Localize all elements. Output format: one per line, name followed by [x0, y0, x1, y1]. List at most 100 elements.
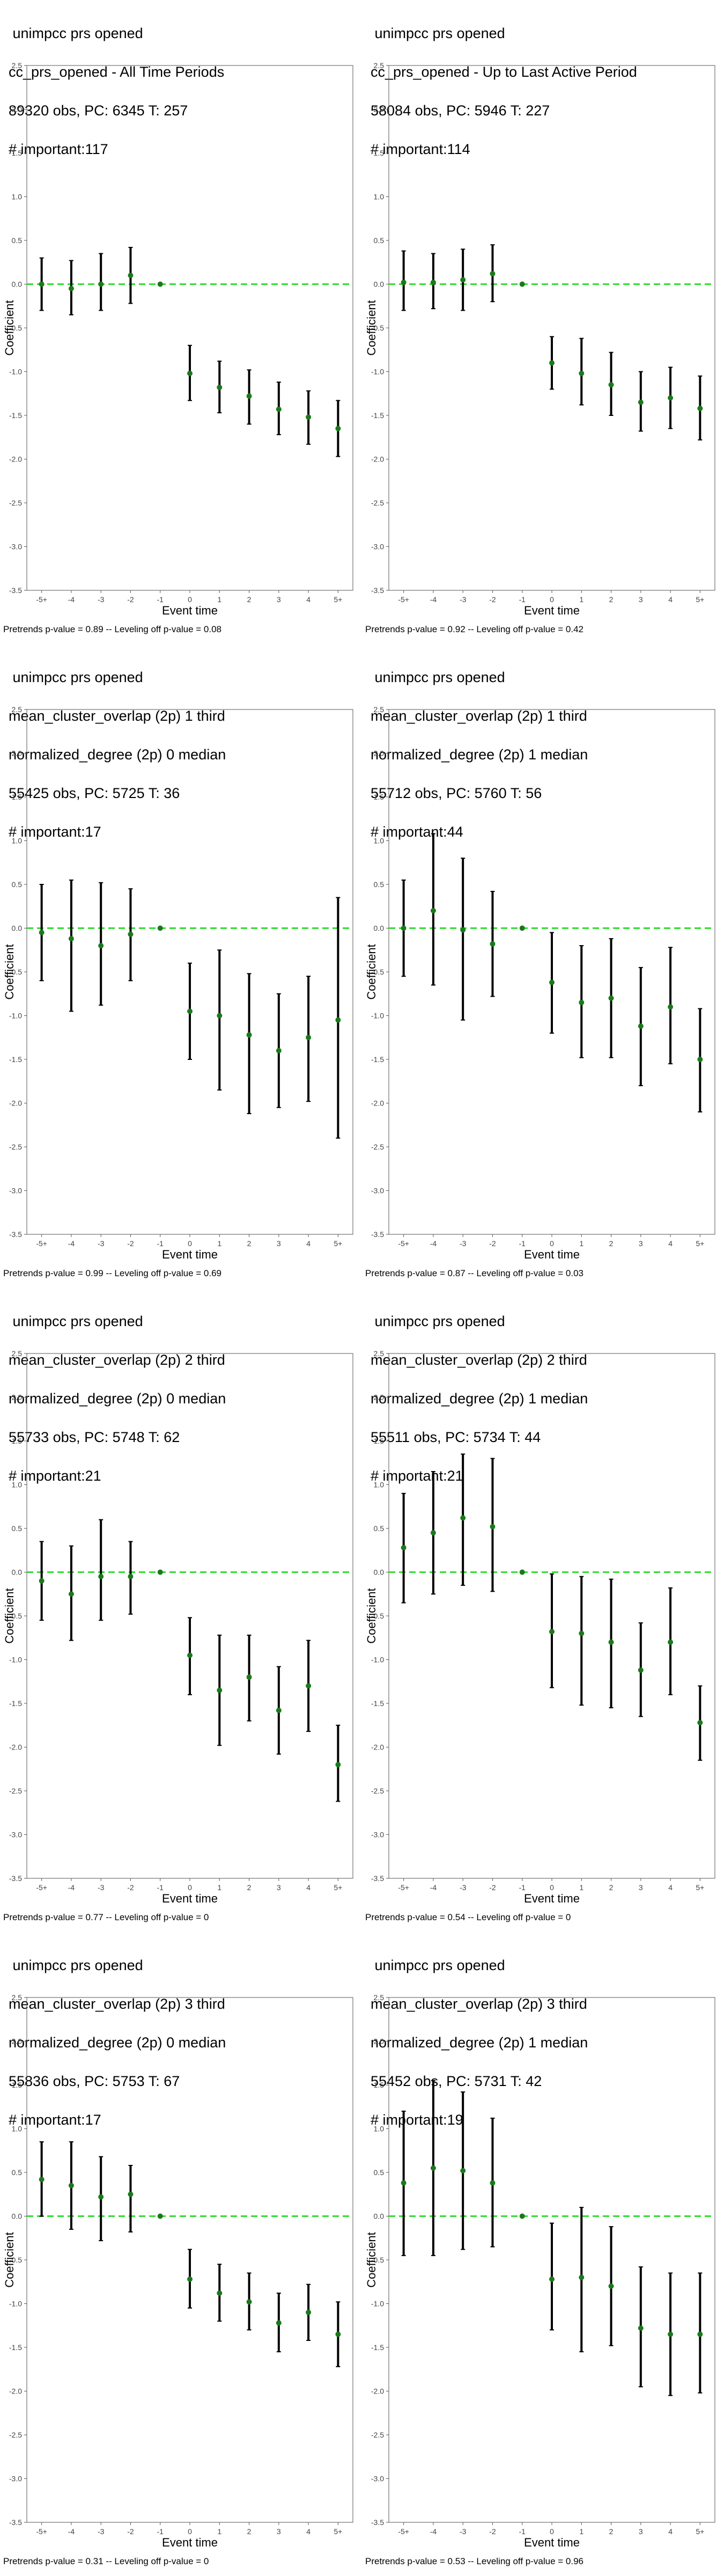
data-point — [697, 1057, 703, 1062]
y-tick-label: -1.0 — [9, 2300, 22, 2308]
data-point — [157, 1569, 163, 1575]
plot-frame — [26, 65, 353, 591]
y-tick-label: -1.0 — [371, 2300, 384, 2308]
chart-panel-7: unimpcc prs opened mean_cluster_overlap … — [0, 1932, 354, 2576]
x-tick-label: -5+ — [398, 2527, 409, 2536]
title-line: unimpcc prs opened — [9, 1957, 143, 1973]
title-line: cc_prs_opened - Up to Last Active Period — [371, 64, 637, 80]
y-tick-label: 2.0 — [12, 1393, 23, 1402]
data-point — [157, 925, 163, 931]
data-point — [430, 280, 436, 286]
chart-panel-5: unimpcc prs opened mean_cluster_overlap … — [0, 1288, 354, 1932]
y-tick-label: 0.0 — [12, 2212, 23, 2221]
x-axis-label: Event time — [162, 604, 218, 617]
x-tick-label: 1 — [579, 1883, 583, 1892]
data-point — [68, 286, 74, 291]
x-tick-label: -2 — [489, 2527, 496, 2536]
x-tick-label: 4 — [668, 595, 673, 604]
x-tick-label: -4 — [430, 595, 437, 604]
y-axis-label: Coefficient — [365, 2232, 378, 2288]
y-tick-label: -1.0 — [9, 1656, 22, 1664]
data-point — [39, 281, 45, 287]
x-tick-label: 2 — [247, 2527, 252, 2536]
y-tick-label: 2.5 — [374, 1349, 385, 1358]
y-tick-label: 1.5 — [12, 2081, 23, 2089]
data-point — [668, 1639, 674, 1645]
data-point — [430, 2165, 436, 2171]
x-tick-label: 3 — [277, 2527, 281, 2536]
x-tick-label: 4 — [306, 1883, 311, 1892]
y-tick-label: -3.0 — [9, 2475, 22, 2483]
x-tick-label: 3 — [639, 1239, 643, 1248]
title-line: 55452 obs, PC: 5731 T: 42 — [371, 2073, 542, 2089]
chart-panel-4: unimpcc prs opened mean_cluster_overlap … — [362, 644, 716, 1288]
x-tick-label: -5+ — [36, 1239, 47, 1248]
x-tick-label: -4 — [68, 1239, 75, 1248]
x-tick-label: -3 — [98, 595, 105, 604]
y-tick-label: 2.0 — [374, 749, 385, 758]
data-point — [697, 2331, 703, 2337]
title-line: normalized_degree (2p) 1 median — [371, 747, 588, 763]
x-tick-label: 5+ — [334, 2527, 342, 2536]
title-line: mean_cluster_overlap (2p) 1 third — [371, 708, 587, 724]
data-point — [187, 2276, 193, 2282]
data-point — [276, 1708, 282, 1714]
data-point — [68, 1591, 74, 1597]
y-tick-label: -2.0 — [371, 1099, 384, 1108]
x-tick-label: 1 — [579, 595, 583, 604]
data-point — [608, 995, 614, 1001]
y-tick-label: -0.5 — [9, 2256, 22, 2264]
title-line: 55836 obs, PC: 5753 T: 67 — [9, 2073, 180, 2089]
data-point — [460, 2168, 466, 2174]
title-line: # important:114 — [371, 141, 470, 157]
y-tick-label: -1.0 — [371, 368, 384, 376]
y-tick-label: -1.5 — [371, 1055, 384, 1064]
y-tick-label: 0.5 — [12, 2168, 23, 2177]
data-point — [217, 2290, 223, 2296]
x-tick-label: 2 — [609, 1883, 614, 1892]
x-tick-label: 4 — [306, 2527, 311, 2536]
x-axis-label: Event time — [524, 1892, 580, 1905]
data-point — [697, 1719, 703, 1725]
y-tick-label: -1.0 — [371, 1012, 384, 1020]
data-point — [187, 1008, 193, 1014]
title-line: normalized_degree (2p) 1 median — [371, 1391, 588, 1407]
chart-title: unimpcc prs opened mean_cluster_overlap … — [371, 1289, 588, 1508]
chart-caption: Pretrends p-value = 0.77 -- Leveling off… — [3, 1912, 209, 1922]
y-axis-label: Coefficient — [365, 1588, 378, 1644]
y-tick-label: -3.5 — [371, 2518, 384, 2527]
x-tick-label: 1 — [217, 1883, 221, 1892]
data-point — [549, 979, 555, 985]
y-tick-label: -3.0 — [371, 1187, 384, 1195]
data-point — [306, 2309, 312, 2315]
title-line: mean_cluster_overlap (2p) 2 third — [371, 1352, 587, 1368]
x-tick-label: -4 — [68, 2527, 75, 2536]
x-tick-label: 4 — [306, 1239, 311, 1248]
plot-svg: 2.5 2.0 1.5 1.0 0.5 0.0 -0.5 -1.0 -1.5 -2.0 -2.5 -3… — [365, 1349, 715, 1905]
x-tick-label: 0 — [188, 1239, 192, 1248]
y-tick-label: -3.0 — [371, 2475, 384, 2483]
y-tick-label: -2.5 — [371, 1143, 384, 1151]
y-tick-label: 2.0 — [374, 105, 385, 114]
y-tick-label: -3.5 — [9, 2518, 22, 2527]
x-tick-label: 0 — [550, 1239, 554, 1248]
y-tick-label: -3.5 — [9, 586, 22, 595]
data-point — [401, 1545, 407, 1550]
data-point — [157, 281, 163, 287]
title-line: # important:19 — [371, 2112, 463, 2128]
data-point — [276, 2320, 282, 2326]
title-line: unimpcc prs opened — [371, 1957, 505, 1973]
chart-title: unimpcc prs opened cc_prs_opened - Up to… — [371, 1, 637, 181]
data-point — [246, 2299, 252, 2305]
data-point — [39, 1578, 45, 1584]
title-line: unimpcc prs opened — [371, 1313, 505, 1329]
y-tick-label: 2.0 — [12, 105, 23, 114]
y-tick-label: -0.5 — [371, 2256, 384, 2264]
y-tick-label: 0.5 — [12, 236, 23, 245]
data-point — [335, 426, 341, 431]
x-tick-label: 4 — [668, 1883, 673, 1892]
data-point — [335, 1762, 341, 1768]
x-tick-label: -3 — [460, 1883, 467, 1892]
data-point — [519, 281, 525, 287]
x-tick-label: 3 — [639, 595, 643, 604]
